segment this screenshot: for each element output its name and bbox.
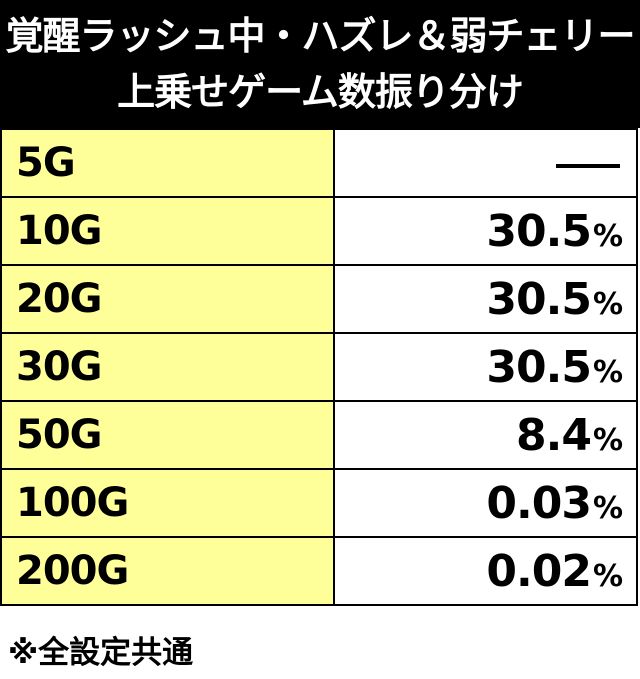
game-count-label: 5G <box>0 128 335 198</box>
game-count-label: 20G <box>0 264 335 334</box>
game-count-label: 30G <box>0 332 335 402</box>
probability-value: 0.03% <box>333 468 638 538</box>
table-row: 50G 8.4% <box>0 400 638 470</box>
table-row: 200G 0.02% <box>0 536 638 606</box>
probability-number: 30.5 <box>486 341 592 393</box>
title-line-2: 上乗せゲーム数振り分け <box>117 70 524 114</box>
percent-unit: % <box>592 354 623 390</box>
title-banner: 覚醒ラッシュ中・ハズレ＆弱チェリー 上乗せゲーム数振り分け <box>0 0 640 128</box>
percent-unit: % <box>592 558 623 594</box>
table-row: 20G 30.5% <box>0 264 638 334</box>
probability-value <box>333 128 638 198</box>
footnote: ※全設定共通 <box>8 635 194 671</box>
probability-value: 0.02% <box>333 536 638 606</box>
probability-number: 8.4 <box>515 409 592 461</box>
percent-unit: % <box>592 286 623 322</box>
table-row: 30G 30.5% <box>0 332 638 402</box>
title-line-1: 覚醒ラッシュ中・ハズレ＆弱チェリー <box>5 14 635 58</box>
percent-unit: % <box>592 218 623 254</box>
probability-number: 30.5 <box>486 273 592 325</box>
table-row: 10G 30.5% <box>0 196 638 266</box>
percent-unit: % <box>592 422 623 458</box>
table-row: 5G <box>0 128 638 198</box>
probability-value: 30.5% <box>333 264 638 334</box>
probability-number: 0.02 <box>486 545 592 597</box>
probability-number: 30.5 <box>486 205 592 257</box>
probability-value: 30.5% <box>333 196 638 266</box>
game-count-label: 100G <box>0 468 335 538</box>
percent-unit: % <box>592 490 623 526</box>
probability-value: 8.4% <box>333 400 638 470</box>
distribution-table: 5G 10G 30.5% 20G 30.5% 30G 30.5% 50G 8.4… <box>0 128 638 606</box>
game-count-label: 10G <box>0 196 335 266</box>
probability-value: 30.5% <box>333 332 638 402</box>
game-count-label: 50G <box>0 400 335 470</box>
dash-icon <box>556 163 620 168</box>
table-row: 100G 0.03% <box>0 468 638 538</box>
game-count-label: 200G <box>0 536 335 606</box>
probability-number: 0.03 <box>486 477 592 529</box>
